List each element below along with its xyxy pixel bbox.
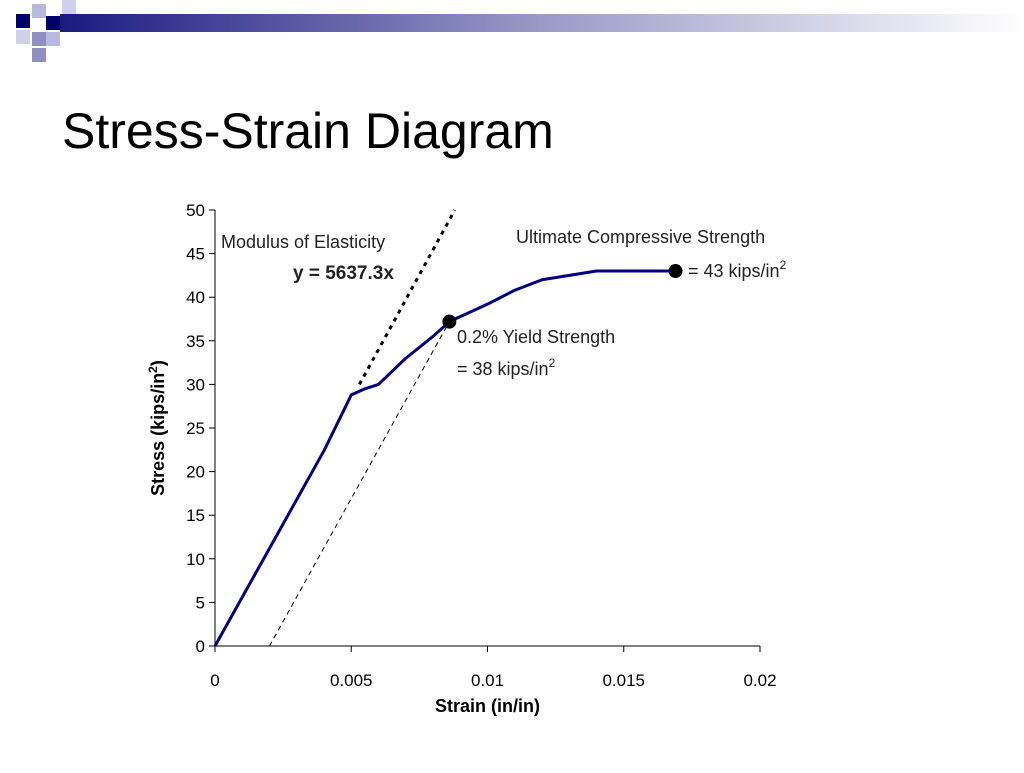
y-tick-label: 50	[186, 201, 205, 220]
annotation-sup: 2	[549, 356, 556, 370]
annotation: 0.2% Yield Strength	[457, 327, 615, 347]
y-tick-label: 25	[186, 419, 205, 438]
y-tick-label: 40	[186, 288, 205, 307]
y-axis-title-text: Stress (kips/in	[148, 373, 168, 496]
annotation: = 43 kips/in2	[688, 258, 787, 281]
y-axis-title-end: )	[148, 360, 168, 366]
annotation: = 38 kips/in2	[457, 356, 556, 379]
y-tick-label: 20	[186, 463, 205, 482]
y-axis-title: Stress (kips/in2)	[146, 360, 168, 496]
annotation: y = 5637.3x	[293, 263, 394, 284]
slide-title: Stress-Strain Diagram	[62, 103, 554, 159]
annotation-text: 0.2% Yield Strength	[457, 327, 615, 347]
deco-square	[46, 32, 60, 46]
y-tick-label: 0	[196, 637, 205, 656]
y-tick-label: 15	[186, 506, 205, 525]
x-tick-label: 0.015	[602, 671, 645, 690]
annotation: Ultimate Compressive Strength	[516, 227, 765, 247]
annotation: Modulus of Elasticity	[221, 232, 385, 252]
top-bar	[60, 14, 1024, 32]
annotation-text: y = 5637.3x	[293, 263, 394, 284]
y-tick-label: 35	[186, 332, 205, 351]
annotation-text: Modulus of Elasticity	[221, 232, 385, 252]
deco-square	[32, 4, 46, 18]
deco-square	[46, 16, 60, 30]
annotation-text: = 43 kips/in	[688, 261, 780, 281]
y-axis-title-sup: 2	[146, 366, 160, 373]
annotation-text: Ultimate Compressive Strength	[516, 227, 765, 247]
x-tick-label: 0.01	[471, 671, 504, 690]
y-tick-label: 10	[186, 550, 205, 569]
marker-point	[442, 314, 457, 329]
annotation-sup: 2	[780, 258, 787, 272]
series-line	[213, 269, 676, 647]
x-axis-title: Strain (in/in)	[435, 696, 540, 716]
x-tick-label: 0.005	[330, 671, 373, 690]
deco-square	[62, 0, 76, 14]
deco-square	[32, 32, 46, 46]
deco-square	[16, 30, 30, 44]
marker-point	[668, 264, 683, 279]
x-tick-label: 0.02	[743, 671, 776, 690]
y-tick-label: 5	[196, 593, 205, 612]
x-tick-label: 0	[210, 671, 219, 690]
reference-line	[269, 321, 450, 647]
deco-square	[16, 14, 30, 28]
y-tick-label: 45	[186, 245, 205, 264]
deco-square	[32, 48, 46, 62]
chart: 0 5 10 15 20 25 30 35 40 45 50 0 0.005 0.01 0.015 0.02 S…	[146, 201, 787, 716]
reference-line	[358, 209, 457, 386]
y-tick-label: 30	[186, 375, 205, 394]
annotation-text: = 38 kips/in	[457, 359, 549, 379]
